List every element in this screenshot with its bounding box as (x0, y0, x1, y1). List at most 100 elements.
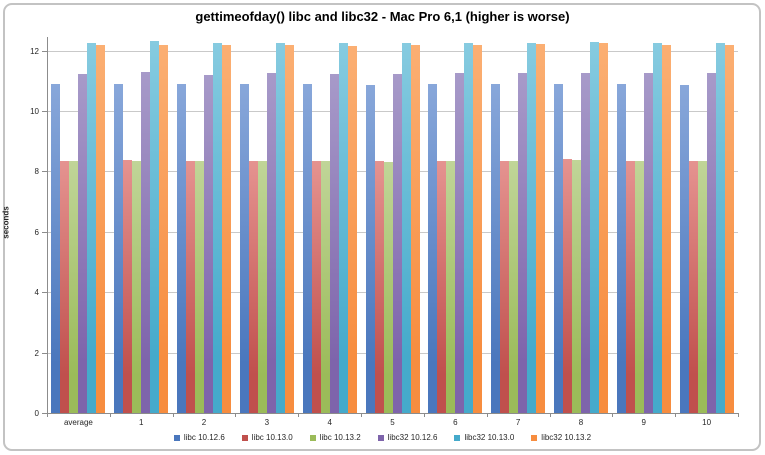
x-category-label-1: 1 (138, 418, 144, 427)
bar-libc-10-13-2-7 (509, 161, 519, 413)
bar-libc32-10-12-6-7 (518, 73, 528, 413)
bar-libc32-10-13-2-2 (222, 45, 232, 413)
bar-libc32-10-13-2-3 (284, 45, 294, 413)
x-axis-tick (612, 413, 614, 417)
bar-libc32-10-13-2-8 (598, 43, 608, 413)
y-axis-tick-8 (42, 171, 47, 173)
y-axis-tick-4 (42, 292, 47, 294)
bar-libc-10-12-6-6 (428, 83, 438, 413)
x-axis-tick (738, 413, 739, 417)
bar-libc-10-13-0-3 (248, 160, 258, 413)
x-category-label-9: 9 (641, 418, 646, 427)
legend-item-libc32-10-13-0: libc32 10.13.0 (454, 433, 514, 442)
legend: libc 10.12.6 libc 10.13.0 libc 10.13.2 libc… (0, 433, 765, 442)
y-tick-label-4: 4 (34, 288, 39, 298)
y-axis-tick-6 (42, 231, 47, 233)
y-tick-label-0: 0 (34, 409, 39, 418)
bar-libc32-10-13-2-average (96, 45, 106, 413)
x-axis-tick (423, 413, 425, 417)
legend-label: libc 10.13.2 (319, 433, 361, 442)
legend-label: libc32 10.12.6 (387, 433, 438, 442)
bar-libc32-10-13-0-4 (338, 43, 348, 413)
x-category-label-8: 8 (578, 418, 584, 427)
y-axis-line (47, 37, 48, 413)
x-axis-tick (298, 413, 300, 417)
x-category-label-5: 5 (390, 418, 395, 427)
gridline-12 (48, 50, 738, 52)
bar-libc-10-12-6-3 (239, 84, 249, 413)
y-axis-tick-10 (42, 111, 47, 112)
x-category-label-10: 10 (702, 418, 712, 427)
x-axis-tick (549, 413, 551, 417)
bar-libc-10-13-0-7 (500, 160, 510, 413)
legend-swatch-icon (454, 434, 461, 441)
legend-item-libc-10-13-2: libc 10.13.2 (309, 433, 361, 442)
legend-swatch-icon (241, 434, 248, 441)
bar-libc32-10-12-6-10 (706, 73, 716, 413)
x-category-label-average: average (63, 418, 93, 427)
bar-libc-10-12-6-10 (679, 84, 689, 413)
bar-libc-10-12-6-average (51, 84, 61, 413)
bar-libc-10-13-2-average (69, 161, 79, 413)
bar-libc32-10-12-6-6 (455, 73, 465, 413)
bar-libc-10-12-6-8 (553, 83, 563, 413)
bar-libc-10-13-0-8 (562, 159, 572, 413)
bar-libc32-10-13-0-3 (275, 42, 285, 413)
bar-libc32-10-12-6-4 (329, 74, 339, 413)
y-tick-label-10: 10 (30, 107, 39, 116)
x-axis-tick (486, 413, 488, 417)
y-axis-tick-12 (42, 50, 47, 52)
bar-libc-10-13-2-1 (132, 160, 142, 413)
legend-label: libc32 10.13.0 (464, 433, 515, 442)
bar-libc-10-12-6-1 (114, 84, 124, 413)
bar-libc32-10-13-2-7 (536, 43, 546, 413)
bar-libc-10-12-6-5 (365, 84, 375, 413)
bar-libc-10-13-0-2 (186, 160, 196, 413)
y-axis-tick-2 (42, 352, 47, 354)
bar-libc-10-13-2-10 (697, 161, 707, 413)
bar-libc-10-13-2-9 (634, 161, 644, 413)
bar-libc-10-13-2-2 (195, 161, 205, 413)
legend-item-libc32-10-13-2: libc32 10.13.2 (531, 433, 591, 442)
legend-label: libc 10.12.6 (183, 433, 225, 442)
x-axis-tick (47, 413, 48, 417)
bar-libc-10-13-2-4 (320, 161, 330, 413)
legend-item-libc-10-12-6: libc 10.12.6 (173, 433, 225, 442)
y-axis-tick-0 (42, 413, 47, 414)
bar-libc32-10-12-6-3 (266, 73, 276, 413)
x-axis-line (47, 413, 739, 414)
bar-libc32-10-13-0-5 (401, 42, 411, 413)
bar-libc32-10-13-2-6 (473, 45, 483, 413)
bar-libc-10-12-6-4 (302, 84, 312, 413)
bar-libc32-10-13-2-9 (661, 45, 671, 413)
bar-libc-10-12-6-7 (491, 84, 501, 413)
bar-libc32-10-12-6-9 (643, 73, 653, 413)
legend-item-libc-10-13-0: libc 10.13.0 (241, 433, 293, 442)
y-tick-label-2: 2 (34, 348, 39, 358)
x-category-label-7: 7 (515, 418, 521, 427)
legend-swatch-icon (173, 434, 180, 441)
bar-libc32-10-13-0-7 (527, 43, 537, 413)
legend-swatch-icon (309, 434, 316, 441)
bar-libc32-10-13-0-6 (464, 42, 474, 413)
bar-libc32-10-13-0-9 (652, 43, 662, 413)
bar-libc32-10-12-6-8 (580, 73, 590, 413)
legend-swatch-icon (377, 434, 384, 441)
x-category-label-4: 4 (327, 418, 332, 427)
bar-libc32-10-12-6-2 (204, 74, 214, 413)
bar-libc-10-13-0-9 (625, 160, 635, 413)
bar-libc32-10-13-0-8 (589, 41, 599, 413)
x-axis-tick (235, 413, 237, 417)
bar-libc32-10-12-6-5 (392, 73, 402, 413)
bar-libc32-10-13-2-10 (724, 45, 734, 413)
bar-libc32-10-13-0-2 (213, 42, 223, 413)
bar-libc-10-13-0-average (60, 160, 70, 413)
bar-libc-10-13-0-4 (311, 160, 321, 413)
x-category-label-2: 2 (201, 418, 207, 427)
legend-label: libc32 10.13.2 (541, 433, 592, 442)
legend-label: libc 10.13.0 (251, 433, 293, 442)
x-axis-tick (675, 413, 677, 417)
bar-libc-10-12-6-9 (616, 83, 626, 413)
